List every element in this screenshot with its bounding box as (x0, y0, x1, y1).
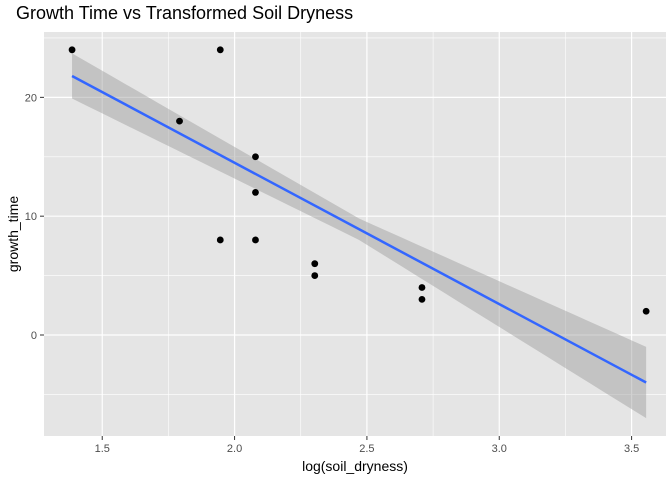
data-point (252, 189, 259, 196)
data-point (642, 307, 650, 315)
data-point (68, 46, 76, 54)
major-gridlines (44, 32, 666, 436)
chart-title: Growth Time vs Transformed Soil Dryness (16, 3, 354, 23)
data-point (176, 117, 183, 125)
x-axis-title: log(soil_dryness) (302, 458, 408, 474)
plot-panel (44, 32, 666, 436)
regression-line (71, 74, 647, 384)
y-tick-label: 10 (25, 211, 37, 223)
y-tick-label: 0 (31, 330, 37, 342)
y-axis-ticks: 0 10 20 (25, 92, 44, 342)
data-point (252, 153, 259, 161)
x-tick-label: 3.0 (492, 443, 507, 455)
data-point (311, 272, 319, 279)
data-points (68, 46, 650, 315)
x-axis-ticks: 1.5 2.0 2.5 3.0 3.5 (95, 436, 639, 455)
confidence-band (72, 53, 647, 419)
data-point (252, 236, 259, 244)
data-point (216, 46, 224, 54)
data-point (311, 260, 319, 268)
data-point (418, 295, 426, 303)
data-point (418, 284, 426, 291)
y-tick-label: 20 (25, 92, 37, 104)
x-tick-label: 3.5 (624, 443, 639, 455)
x-tick-label: 2.0 (227, 443, 242, 455)
data-point (216, 236, 224, 244)
minor-gridlines (44, 32, 666, 436)
y-axis-title: growth_time (5, 196, 21, 272)
x-tick-label: 1.5 (95, 443, 110, 455)
x-tick-label: 2.5 (359, 443, 374, 455)
